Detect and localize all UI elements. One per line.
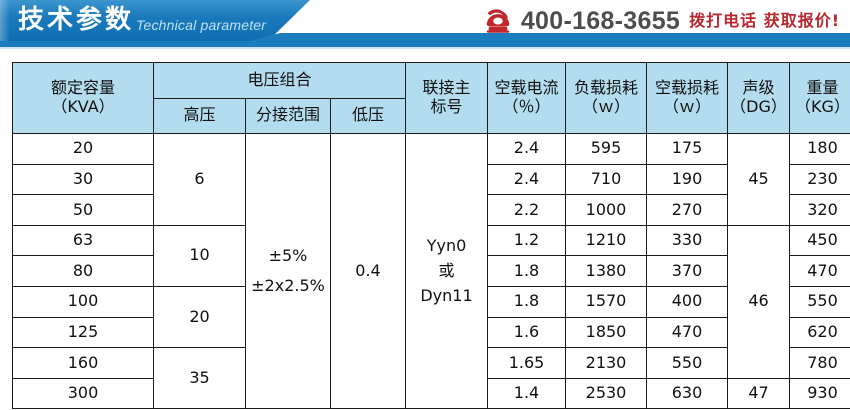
header-banner-tail <box>250 33 850 41</box>
col-header-lv: 低压 <box>330 97 406 134</box>
cell-load-loss: 1380 <box>565 255 647 287</box>
cell-load-loss: 2130 <box>565 347 647 379</box>
cell-weight: 550 <box>789 285 850 318</box>
col-header-connection: 联接主 标号 <box>405 62 488 134</box>
cell-no-load-loss: 630 <box>646 377 728 410</box>
cell-no-load-current: 1.6 <box>487 316 566 349</box>
cell-capacity: 300 <box>12 377 154 410</box>
transformer-spec-table: 额定容量 （KVA） 电压组合 联接主 标号 空载电流 （％） 负载损耗 （ｗ）… <box>12 62 850 410</box>
cell-noise: 45 <box>727 133 790 226</box>
cell-no-load-current: 1.8 <box>487 255 566 287</box>
cell-capacity: 50 <box>12 194 154 226</box>
cell-no-load-loss: 330 <box>646 224 728 257</box>
page-title: 技术参数 <box>18 5 135 35</box>
cell-weight: 320 <box>789 194 850 226</box>
cell-capacity: 125 <box>12 316 154 349</box>
cell-no-load-loss: 550 <box>646 347 728 379</box>
cell-no-load-loss: 470 <box>646 316 728 349</box>
cell-weight: 180 <box>789 133 850 165</box>
col-header-no-load-loss: 空载损耗 （ｗ） <box>646 62 728 134</box>
col-header-load-loss: 负载损耗 （ｗ） <box>565 62 647 134</box>
header-banner-shape <box>0 0 310 41</box>
cell-tap-range: ±5% ±2x2.5% <box>245 132 331 410</box>
cell-weight: 620 <box>789 316 850 349</box>
table-row: 100 20 1.8 1570 400 550 <box>12 285 850 349</box>
cell-capacity: 100 <box>12 285 154 318</box>
cell-no-load-loss: 370 <box>646 255 728 287</box>
cell-weight: 470 <box>789 255 850 287</box>
cell-noise: 47 <box>727 377 790 410</box>
cell-capacity: 20 <box>12 133 154 165</box>
col-header-capacity: 额定容量 （KVA） <box>12 62 154 134</box>
cell-no-load-loss: 190 <box>646 163 728 196</box>
page-subtitle: Technical parameter <box>136 17 267 33</box>
header-row-2: 高压 分接范围 低压 <box>13 97 850 134</box>
cell-no-load-current: 1.2 <box>487 224 566 257</box>
cell-hv: 20 <box>153 285 246 349</box>
cell-load-loss: 1850 <box>565 316 647 349</box>
table-row: 125 1.6 1850 470 620 <box>12 316 850 349</box>
cell-no-load-current: 2.2 <box>487 194 566 226</box>
cell-no-load-current: 1.4 <box>487 377 566 410</box>
cell-load-loss: 2530 <box>565 377 647 410</box>
cell-no-load-current: 2.4 <box>487 163 566 196</box>
cell-connection: Yyn0 或 Dyn11 <box>405 132 488 410</box>
table-body: 20 6 ±5% ±2x2.5% 0.4 Yyn0 或 Dyn11 2.4 595 175 45 180… <box>12 132 850 410</box>
table-row: 20 6 ±5% ±2x2.5% 0.4 Yyn0 或 Dyn11 2.4 595 175 45 180 <box>12 132 850 410</box>
col-header-voltage-group: 电压组合 <box>153 62 406 99</box>
table-row: 50 2.2 1000 270 320 <box>12 194 850 226</box>
cell-capacity: 160 <box>12 347 154 379</box>
cell-load-loss: 1210 <box>565 224 647 257</box>
header-row-1: 额定容量 （KVA） 电压组合 联接主 标号 空载电流 （％） 负载损耗 （ｗ）… <box>12 62 850 134</box>
cell-load-loss: 710 <box>565 163 647 196</box>
cell-weight: 230 <box>789 163 850 196</box>
table-row: 300 1.4 2530 630 47 930 <box>12 377 850 410</box>
cell-no-load-current: 1.8 <box>487 285 566 318</box>
col-header-no-load-current: 空载电流 （％） <box>487 62 566 134</box>
cell-lv: 0.4 <box>330 132 406 410</box>
quote-cta-text: 拨打电话 获取报价! <box>689 11 840 30</box>
cell-no-load-loss: 175 <box>646 133 728 165</box>
cell-noise: 46 <box>727 224 790 379</box>
cell-no-load-loss: 400 <box>646 285 728 318</box>
cell-load-loss: 1570 <box>565 285 647 318</box>
cell-load-loss: 595 <box>565 133 647 165</box>
cell-no-load-loss: 270 <box>646 194 728 226</box>
header-divider-rule <box>0 41 850 49</box>
col-header-noise: 声级 （DG） <box>727 62 790 134</box>
cell-capacity: 63 <box>12 224 154 257</box>
col-header-weight: 重量 （KG） <box>789 62 850 134</box>
cell-hv: 10 <box>153 224 246 287</box>
cell-weight: 780 <box>789 347 850 379</box>
table-row: 30 2.4 710 190 230 <box>12 163 850 196</box>
cell-capacity: 30 <box>12 163 154 196</box>
col-header-hv: 高压 <box>153 97 246 134</box>
table-header: 额定容量 （KVA） 电压组合 联接主 标号 空载电流 （％） 负载损耗 （ｗ）… <box>12 62 850 134</box>
cell-weight: 930 <box>789 377 850 410</box>
col-header-tap-range: 分接范围 <box>245 97 331 134</box>
table-row: 63 10 1.2 1210 330 46 450 <box>12 224 850 379</box>
phone-number: 400-168-3655 <box>520 7 681 35</box>
cell-weight: 450 <box>789 224 850 257</box>
cell-no-load-current: 1.65 <box>487 347 566 379</box>
cell-hv: 35 <box>153 347 246 410</box>
cell-hv: 6 <box>153 133 246 226</box>
cell-capacity: 80 <box>12 255 154 287</box>
contact-block: 400-168-3655 拨打电话 获取报价! <box>484 4 840 38</box>
cell-load-loss: 1000 <box>565 194 647 226</box>
telephone-icon <box>486 9 510 33</box>
cell-no-load-current: 2.4 <box>487 133 566 165</box>
page-header: 技术参数 Technical parameter 400-168-3655 拨打… <box>0 0 850 49</box>
